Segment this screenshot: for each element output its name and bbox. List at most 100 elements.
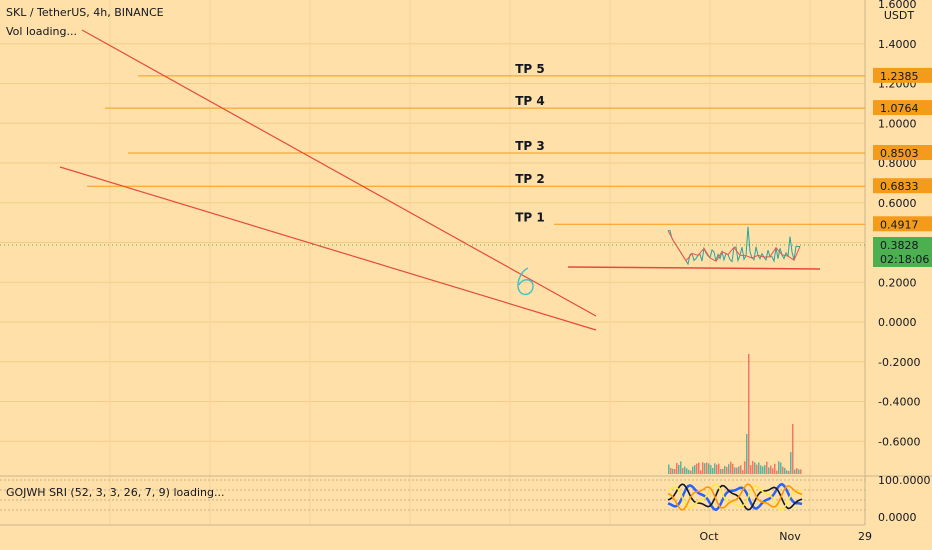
price-tick-label: -0.6000 [878, 435, 920, 448]
volume-bar [790, 452, 792, 474]
volume-bar [770, 465, 772, 474]
price-tick-label: 1.4000 [878, 38, 917, 51]
indicator-line [667, 483, 803, 511]
currency-label: USDT [884, 9, 915, 22]
price-tick-label: 1.0000 [878, 117, 917, 130]
trend-line-lower[interactable] [59, 166, 597, 331]
tp-price-label: 1.2385 [880, 70, 919, 83]
volume-bar [702, 462, 704, 474]
volume-bar [690, 470, 692, 474]
tp-price-label: 0.8503 [880, 147, 919, 160]
price-tick-label: 0.6000 [878, 197, 917, 210]
trend-line-upper[interactable] [81, 29, 597, 317]
volume-bar [712, 467, 714, 474]
volume-bar [788, 470, 790, 474]
chart-title: SKL / TetherUS, 4h, BINANCE [6, 6, 164, 19]
volume-bar [778, 461, 780, 474]
tp-price-badge [873, 216, 932, 232]
volume-bars [668, 354, 802, 474]
volume-bar [768, 467, 770, 474]
price-tick-label: -0.4000 [878, 396, 920, 409]
tp-label: TP 3 [515, 139, 545, 153]
price-series-down [667, 230, 801, 262]
volume-bar [740, 465, 742, 474]
take-profit-lines: TP 5 1.2385 TP 4 1.0764 TP 3 0.8503 TP 2 0.6833… [87, 62, 932, 232]
tp-label: TP 5 [515, 62, 545, 76]
volume-bar [786, 470, 788, 474]
volume-label: Vol loading... [6, 25, 77, 38]
tp-price-badge [873, 67, 932, 83]
volume-bar [782, 466, 784, 474]
tp-price-label: 0.6833 [880, 180, 919, 193]
volume-bar [714, 463, 716, 474]
volume-bar [764, 465, 766, 474]
volume-bar [692, 466, 694, 474]
volume-bar [780, 462, 782, 474]
volume-bar [710, 464, 712, 474]
tp-label: TP 2 [515, 172, 545, 186]
volume-bar [734, 467, 736, 474]
volume-bar [796, 468, 798, 474]
volume-bar [760, 465, 762, 474]
indicator-line [667, 482, 803, 512]
volume-bar [794, 469, 796, 474]
indicator-tick-0: 0.0000 [878, 511, 917, 524]
volume-bar [726, 466, 728, 474]
volume-bar [772, 468, 774, 474]
volume-bar [800, 469, 802, 474]
volume-bar [718, 463, 720, 474]
volume-bar [798, 469, 800, 474]
volume-bar [684, 466, 686, 474]
indicator-line [667, 483, 803, 511]
volume-bar [736, 467, 738, 474]
tp-price-badge [873, 145, 932, 161]
countdown-value: 02:18:06 [880, 253, 929, 266]
volume-bar [742, 470, 744, 474]
volume-bar [762, 466, 764, 474]
volume-bar [732, 463, 734, 474]
volume-bar [676, 462, 678, 474]
volume-bar [756, 464, 758, 474]
tp-label: TP 4 [515, 94, 545, 108]
volume-bar [744, 461, 746, 474]
volume-bar [668, 464, 670, 474]
price-tick-label: 0.2000 [878, 276, 917, 289]
annotation-drawing [517, 267, 534, 296]
volume-bar [748, 354, 750, 474]
volume-bar [674, 469, 676, 474]
current-price-value: 0.3828 [880, 239, 919, 252]
price-tick-label: -0.2000 [878, 356, 920, 369]
tp-price-badge [873, 100, 932, 116]
volume-bar [670, 468, 672, 474]
volume-bar [694, 465, 696, 474]
volume-bar [766, 461, 768, 474]
time-tick-29: 29 [858, 530, 872, 543]
volume-bar [722, 468, 724, 474]
volume-bar [752, 461, 754, 474]
volume-bar [688, 469, 690, 474]
volume-bar [776, 470, 778, 474]
price-tick-label: 1.6000 [878, 0, 917, 11]
indicator-lines [667, 482, 803, 512]
volume-bar [672, 468, 674, 474]
tp-price-label: 1.0764 [880, 102, 919, 115]
volume-bar [682, 468, 684, 474]
volume-bar [696, 463, 698, 474]
tp-label: TP 1 [515, 210, 545, 224]
volume-bar [758, 462, 760, 474]
indicator-tick-100: 100.0000 [878, 474, 931, 487]
price-tick-label: 0.8000 [878, 157, 917, 170]
volume-bar [698, 462, 700, 474]
volume-bar [720, 468, 722, 474]
volume-bar [784, 467, 786, 474]
support-line[interactable] [567, 266, 821, 270]
volume-bar [678, 464, 680, 474]
tp-price-badge [873, 178, 932, 194]
volume-bar [792, 424, 794, 474]
volume-bar [746, 434, 748, 474]
volume-bar [708, 463, 710, 474]
price-tick-label: 0.0000 [878, 316, 917, 329]
tp-price-label: 0.4917 [880, 218, 919, 231]
volume-bar [724, 465, 726, 474]
